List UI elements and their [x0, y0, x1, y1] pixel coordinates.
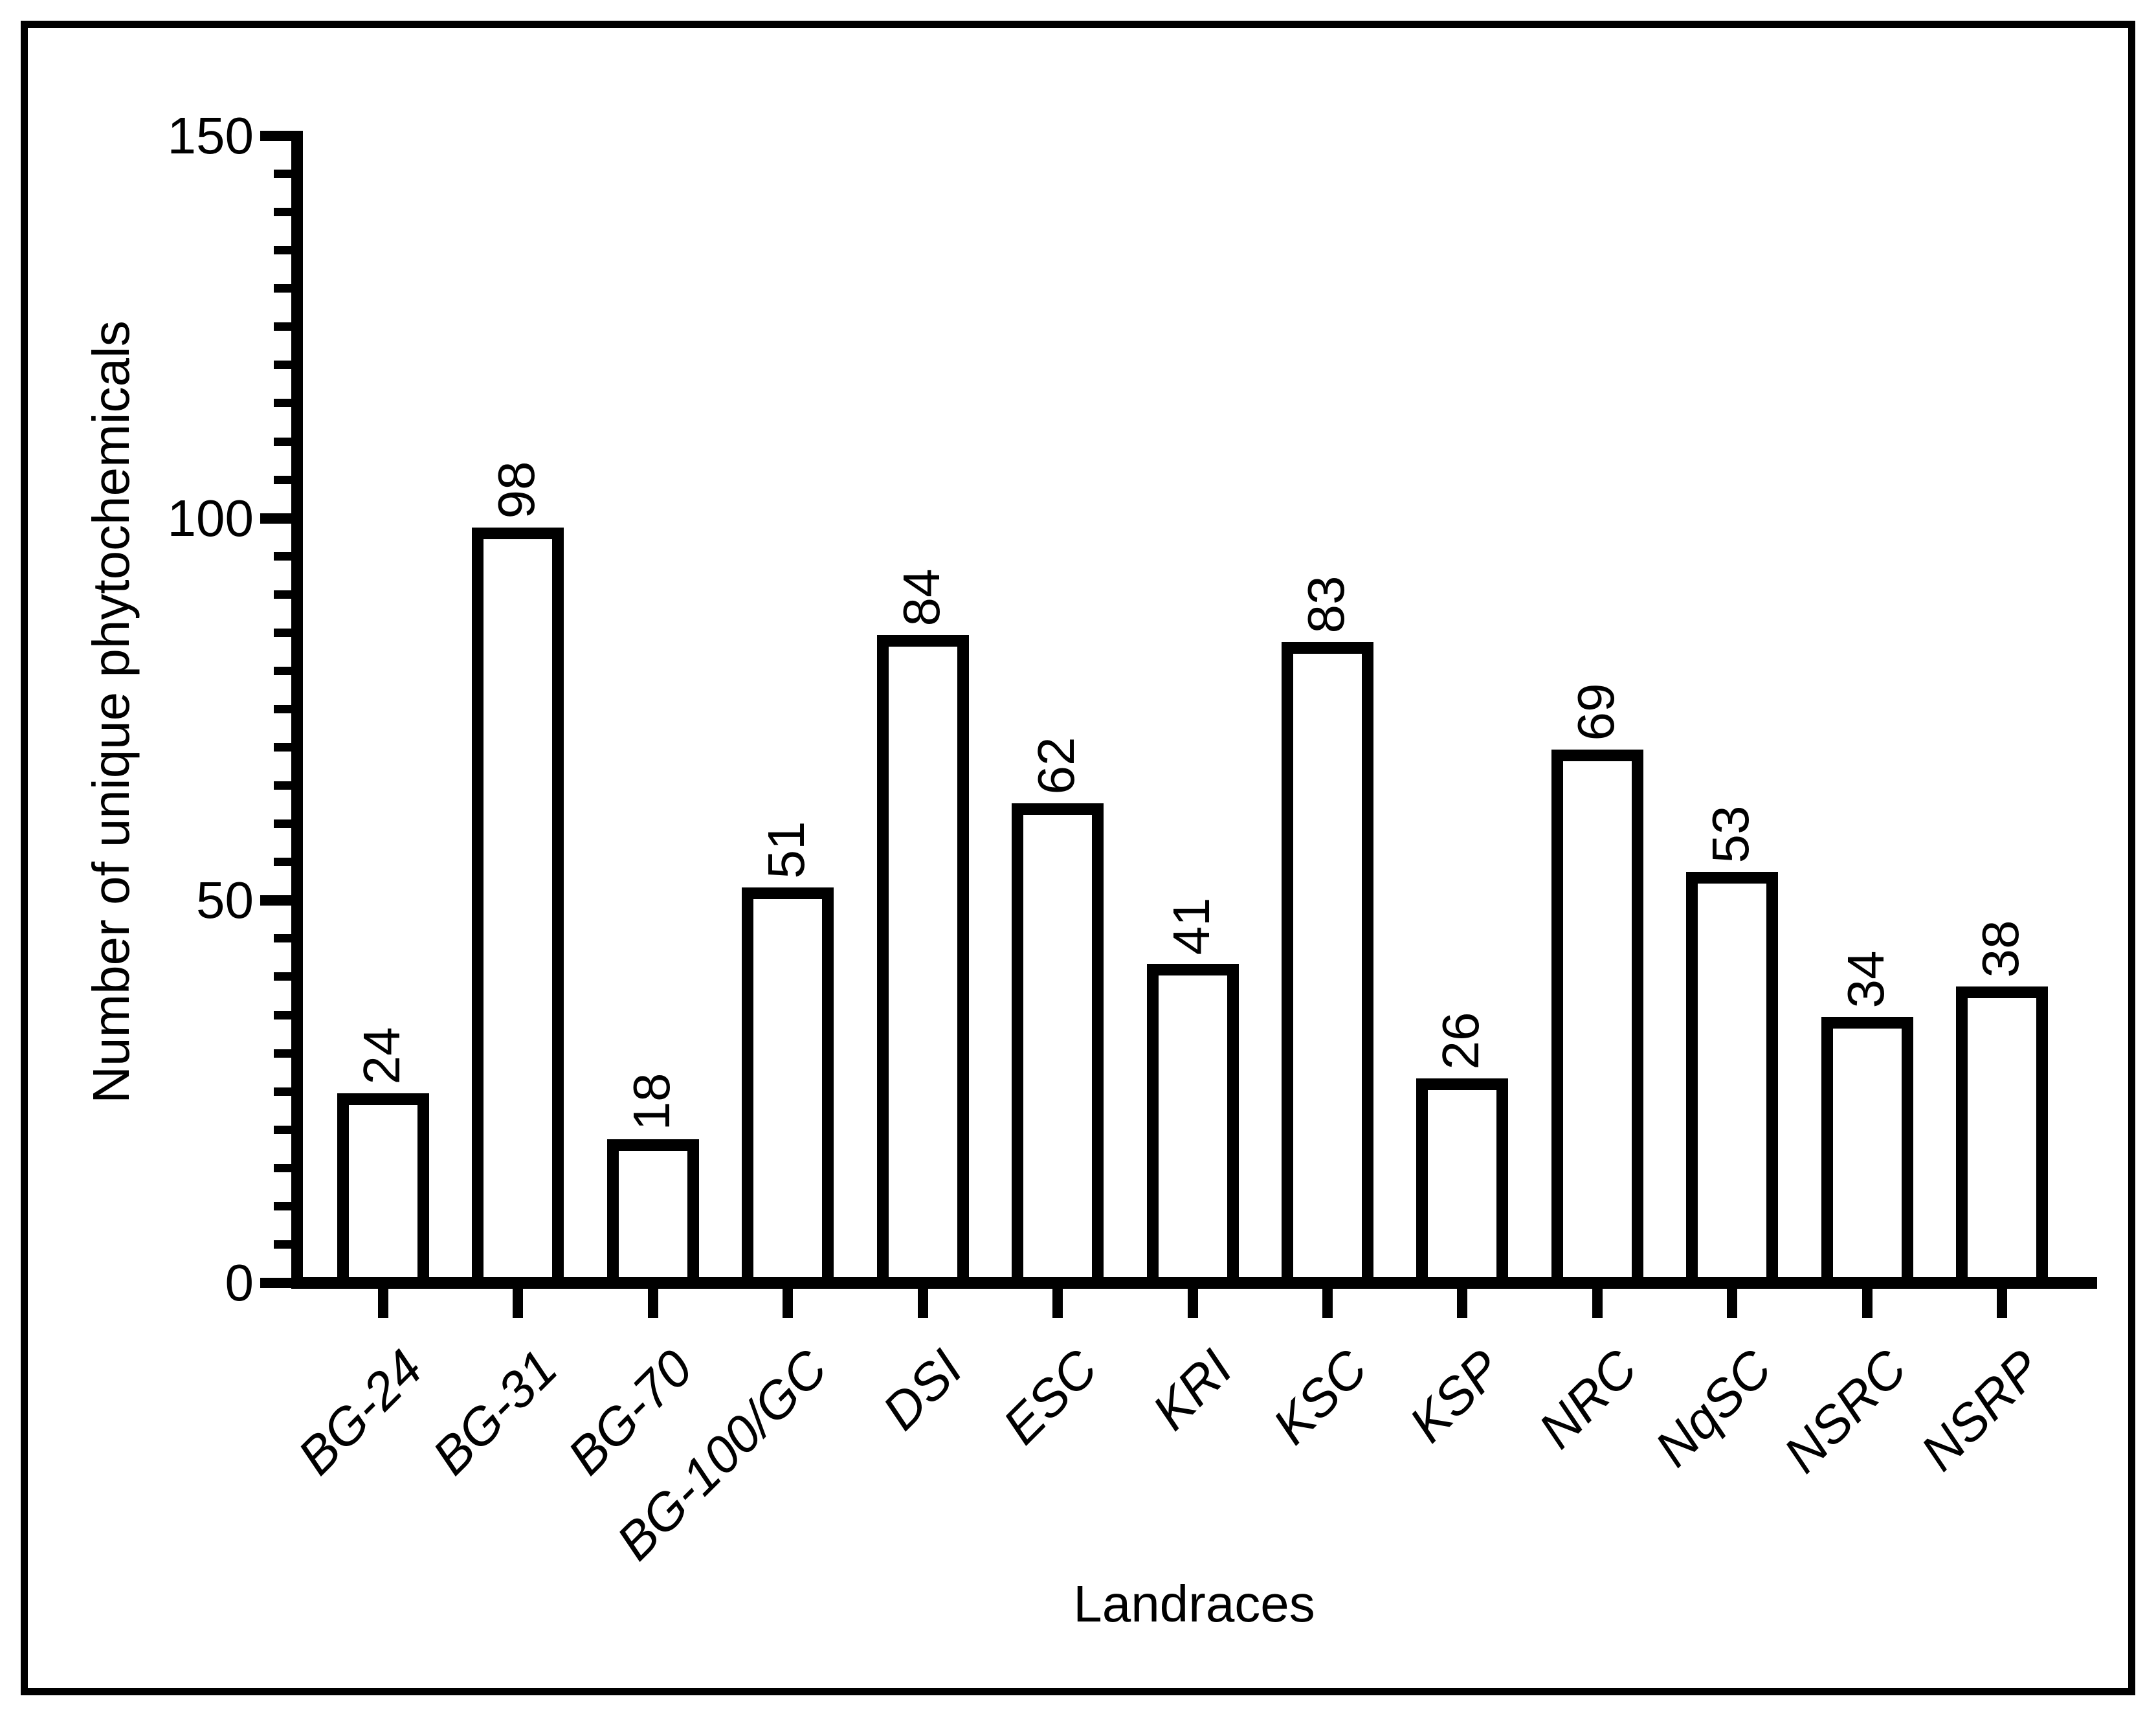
x-axis-category-label: KSC — [1261, 1339, 1378, 1455]
bar-NRC — [1551, 750, 1643, 1277]
bar-NSRC — [1821, 1017, 1913, 1277]
x-axis-tick — [648, 1289, 658, 1318]
y-axis-minor-tick — [274, 399, 291, 407]
y-axis-minor-tick — [274, 170, 291, 178]
y-axis-minor-tick — [274, 361, 291, 369]
bar-BG-24 — [337, 1093, 429, 1277]
x-axis-category-label: ESC — [992, 1339, 1108, 1455]
x-axis-tick — [1457, 1289, 1467, 1318]
y-axis-minor-tick — [274, 438, 291, 446]
bar-value-label: 98 — [487, 461, 545, 519]
bar-value-label: 69 — [1567, 683, 1625, 741]
x-axis-category-label: BG-24 — [286, 1339, 434, 1486]
bar-BG-100/GC — [742, 887, 834, 1277]
y-axis-minor-tick — [274, 1240, 291, 1249]
bar-NqSC — [1686, 872, 1778, 1277]
y-axis-minor-tick — [274, 934, 291, 942]
bar-KRI — [1147, 964, 1239, 1277]
y-axis-minor-tick — [274, 1202, 291, 1210]
x-axis-category-label: NSRC — [1773, 1339, 1918, 1484]
x-axis-tick — [918, 1289, 928, 1318]
y-axis-minor-tick — [274, 629, 291, 637]
x-axis-tick — [1188, 1289, 1198, 1318]
y-axis-major-tick — [260, 895, 291, 906]
x-axis-tick — [1592, 1289, 1603, 1318]
bar-value-label: 83 — [1297, 575, 1355, 634]
y-axis-line — [291, 131, 303, 1289]
x-axis-line — [291, 1277, 2097, 1289]
y-axis-minor-tick — [274, 284, 291, 293]
y-axis-minor-tick — [274, 208, 291, 216]
y-axis-minor-tick — [274, 1049, 291, 1058]
y-axis-minor-tick — [274, 246, 291, 254]
bar-value-label: 51 — [757, 821, 815, 879]
figure-frame — [21, 21, 2135, 1695]
y-axis-major-tick — [260, 513, 291, 524]
y-axis-minor-tick — [274, 1164, 291, 1172]
y-axis-minor-tick — [274, 972, 291, 981]
x-axis-category-label: NRC — [1527, 1339, 1648, 1459]
x-axis-tick — [1322, 1289, 1333, 1318]
y-axis-minor-tick — [274, 552, 291, 561]
y-axis-minor-tick — [274, 1011, 291, 1020]
x-axis-category-label: KSP — [1398, 1339, 1513, 1453]
bar-DSI — [877, 635, 969, 1277]
bar-KSC — [1282, 642, 1373, 1277]
bar-value-label: 34 — [1837, 950, 1895, 1008]
x-axis-category-label: NqSC — [1643, 1339, 1783, 1478]
x-axis-tick — [1862, 1289, 1873, 1318]
y-axis-minor-tick — [274, 858, 291, 866]
bar-BG-31 — [472, 528, 564, 1277]
x-axis-tick — [513, 1289, 523, 1318]
y-axis-minor-tick — [274, 743, 291, 752]
x-axis-tick — [1997, 1289, 2007, 1318]
bar-value-label: 84 — [893, 568, 950, 627]
x-axis-tick — [378, 1289, 388, 1318]
y-axis-minor-tick — [274, 476, 291, 484]
bar-BG-70 — [607, 1139, 699, 1277]
bar-value-label: 26 — [1432, 1012, 1489, 1070]
y-axis-minor-tick — [274, 781, 291, 790]
y-axis-major-tick — [260, 1278, 291, 1288]
y-axis-title: Number of unique phytochemicals — [82, 320, 140, 1104]
y-axis-major-tick — [260, 131, 291, 141]
x-axis-tick — [1727, 1289, 1737, 1318]
x-axis-title: Landraces — [1073, 1575, 1315, 1632]
y-axis-tick-label: 150 — [167, 107, 254, 164]
y-axis-minor-tick — [274, 590, 291, 599]
bar-value-label: 24 — [353, 1027, 410, 1085]
y-axis-minor-tick — [274, 1126, 291, 1134]
x-axis-category-label: KRI — [1141, 1339, 1243, 1441]
x-axis-category-label: DSI — [871, 1339, 973, 1441]
x-axis-tick — [783, 1289, 793, 1318]
y-axis-minor-tick — [274, 819, 291, 828]
y-axis-tick-label: 50 — [196, 871, 254, 929]
bar-value-label: 38 — [1972, 920, 2029, 978]
bar-value-label: 62 — [1027, 737, 1085, 795]
y-axis-minor-tick — [274, 322, 291, 331]
bar-value-label: 41 — [1162, 897, 1220, 955]
bar-ESC — [1012, 803, 1104, 1277]
x-axis-tick — [1052, 1289, 1063, 1318]
y-axis-tick-label: 0 — [225, 1254, 254, 1311]
y-axis-minor-tick — [274, 667, 291, 675]
y-axis-tick-label: 100 — [167, 489, 254, 547]
bar-KSP — [1416, 1078, 1508, 1277]
x-axis-category-label: NSRP — [1909, 1339, 2052, 1482]
x-axis-category-label: BG-31 — [421, 1339, 568, 1486]
bar-value-label: 18 — [623, 1073, 680, 1131]
y-axis-minor-tick — [274, 1087, 291, 1096]
bar-NSRP — [1956, 986, 2048, 1277]
bar-value-label: 53 — [1702, 805, 1759, 864]
y-axis-minor-tick — [274, 705, 291, 713]
